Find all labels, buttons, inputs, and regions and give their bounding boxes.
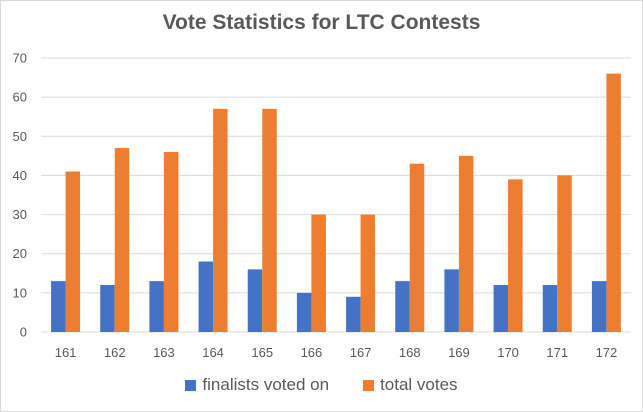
bar-series-2-166	[311, 214, 326, 332]
y-tick-label-40: 40	[13, 168, 27, 183]
x-tick-label-163: 163	[153, 345, 175, 360]
bar-series-1-167	[346, 296, 361, 332]
x-tick-label-170: 170	[497, 345, 519, 360]
y-tick-label-0: 0	[20, 325, 27, 340]
x-tick-label-172: 172	[596, 345, 618, 360]
chart-legend: finalists voted on total votes	[1, 375, 642, 395]
bar-series-1-161	[51, 281, 66, 332]
bar-series-1-170	[493, 285, 509, 332]
x-tick-label-171: 171	[546, 345, 568, 360]
legend-label-series-1: finalists voted on	[202, 375, 330, 394]
bar-series-1-162	[100, 285, 115, 332]
y-tick-label-70: 70	[13, 51, 27, 66]
bar-series-2-165	[262, 108, 277, 332]
x-tick-label-168: 168	[399, 345, 421, 360]
bar-series-1-171	[542, 285, 558, 332]
y-tick-label-60: 60	[13, 90, 27, 105]
bar-series-2-167	[360, 214, 376, 332]
bar-series-1-166	[296, 292, 312, 332]
chart-title: Vote Statistics for LTC Contests	[162, 11, 481, 34]
bar-series-1-165	[247, 269, 263, 332]
bar-series-2-161	[65, 171, 81, 332]
x-tick-label-166: 166	[301, 345, 323, 360]
x-tick-label-164: 164	[202, 345, 224, 360]
y-tick-label-50: 50	[13, 129, 27, 144]
legend-item-series-2: total votes	[363, 375, 458, 395]
bar-series-2-163	[163, 151, 179, 332]
bar-series-1-164	[198, 261, 214, 332]
bar-series-2-171	[557, 175, 572, 332]
bar-series-1-168	[395, 281, 410, 332]
x-tick-label-169: 169	[448, 345, 470, 360]
bar-series-2-162	[114, 148, 130, 332]
bar-series-2-169	[458, 155, 474, 332]
bar-series-1-169	[444, 269, 459, 332]
x-tick-label-161: 161	[55, 345, 77, 360]
legend-label-series-2: total votes	[380, 375, 458, 394]
bar-series-1-163	[149, 281, 164, 332]
x-tick-label-165: 165	[251, 345, 273, 360]
x-tick-label-167: 167	[350, 345, 372, 360]
legend-swatch-series-2	[363, 379, 375, 391]
y-tick-label-20: 20	[13, 246, 27, 261]
bar-series-1-172	[591, 281, 607, 332]
legend-swatch-series-1	[185, 379, 197, 391]
bar-series-2-168	[409, 163, 425, 332]
legend-item-series-1: finalists voted on	[185, 375, 329, 395]
bar-series-2-170	[508, 179, 523, 332]
bar-series-2-172	[606, 73, 621, 333]
y-tick-label-10: 10	[13, 285, 27, 300]
x-tick-label-162: 162	[104, 345, 126, 360]
y-tick-label-30: 30	[13, 207, 27, 222]
bar-series-2-164	[213, 108, 228, 332]
